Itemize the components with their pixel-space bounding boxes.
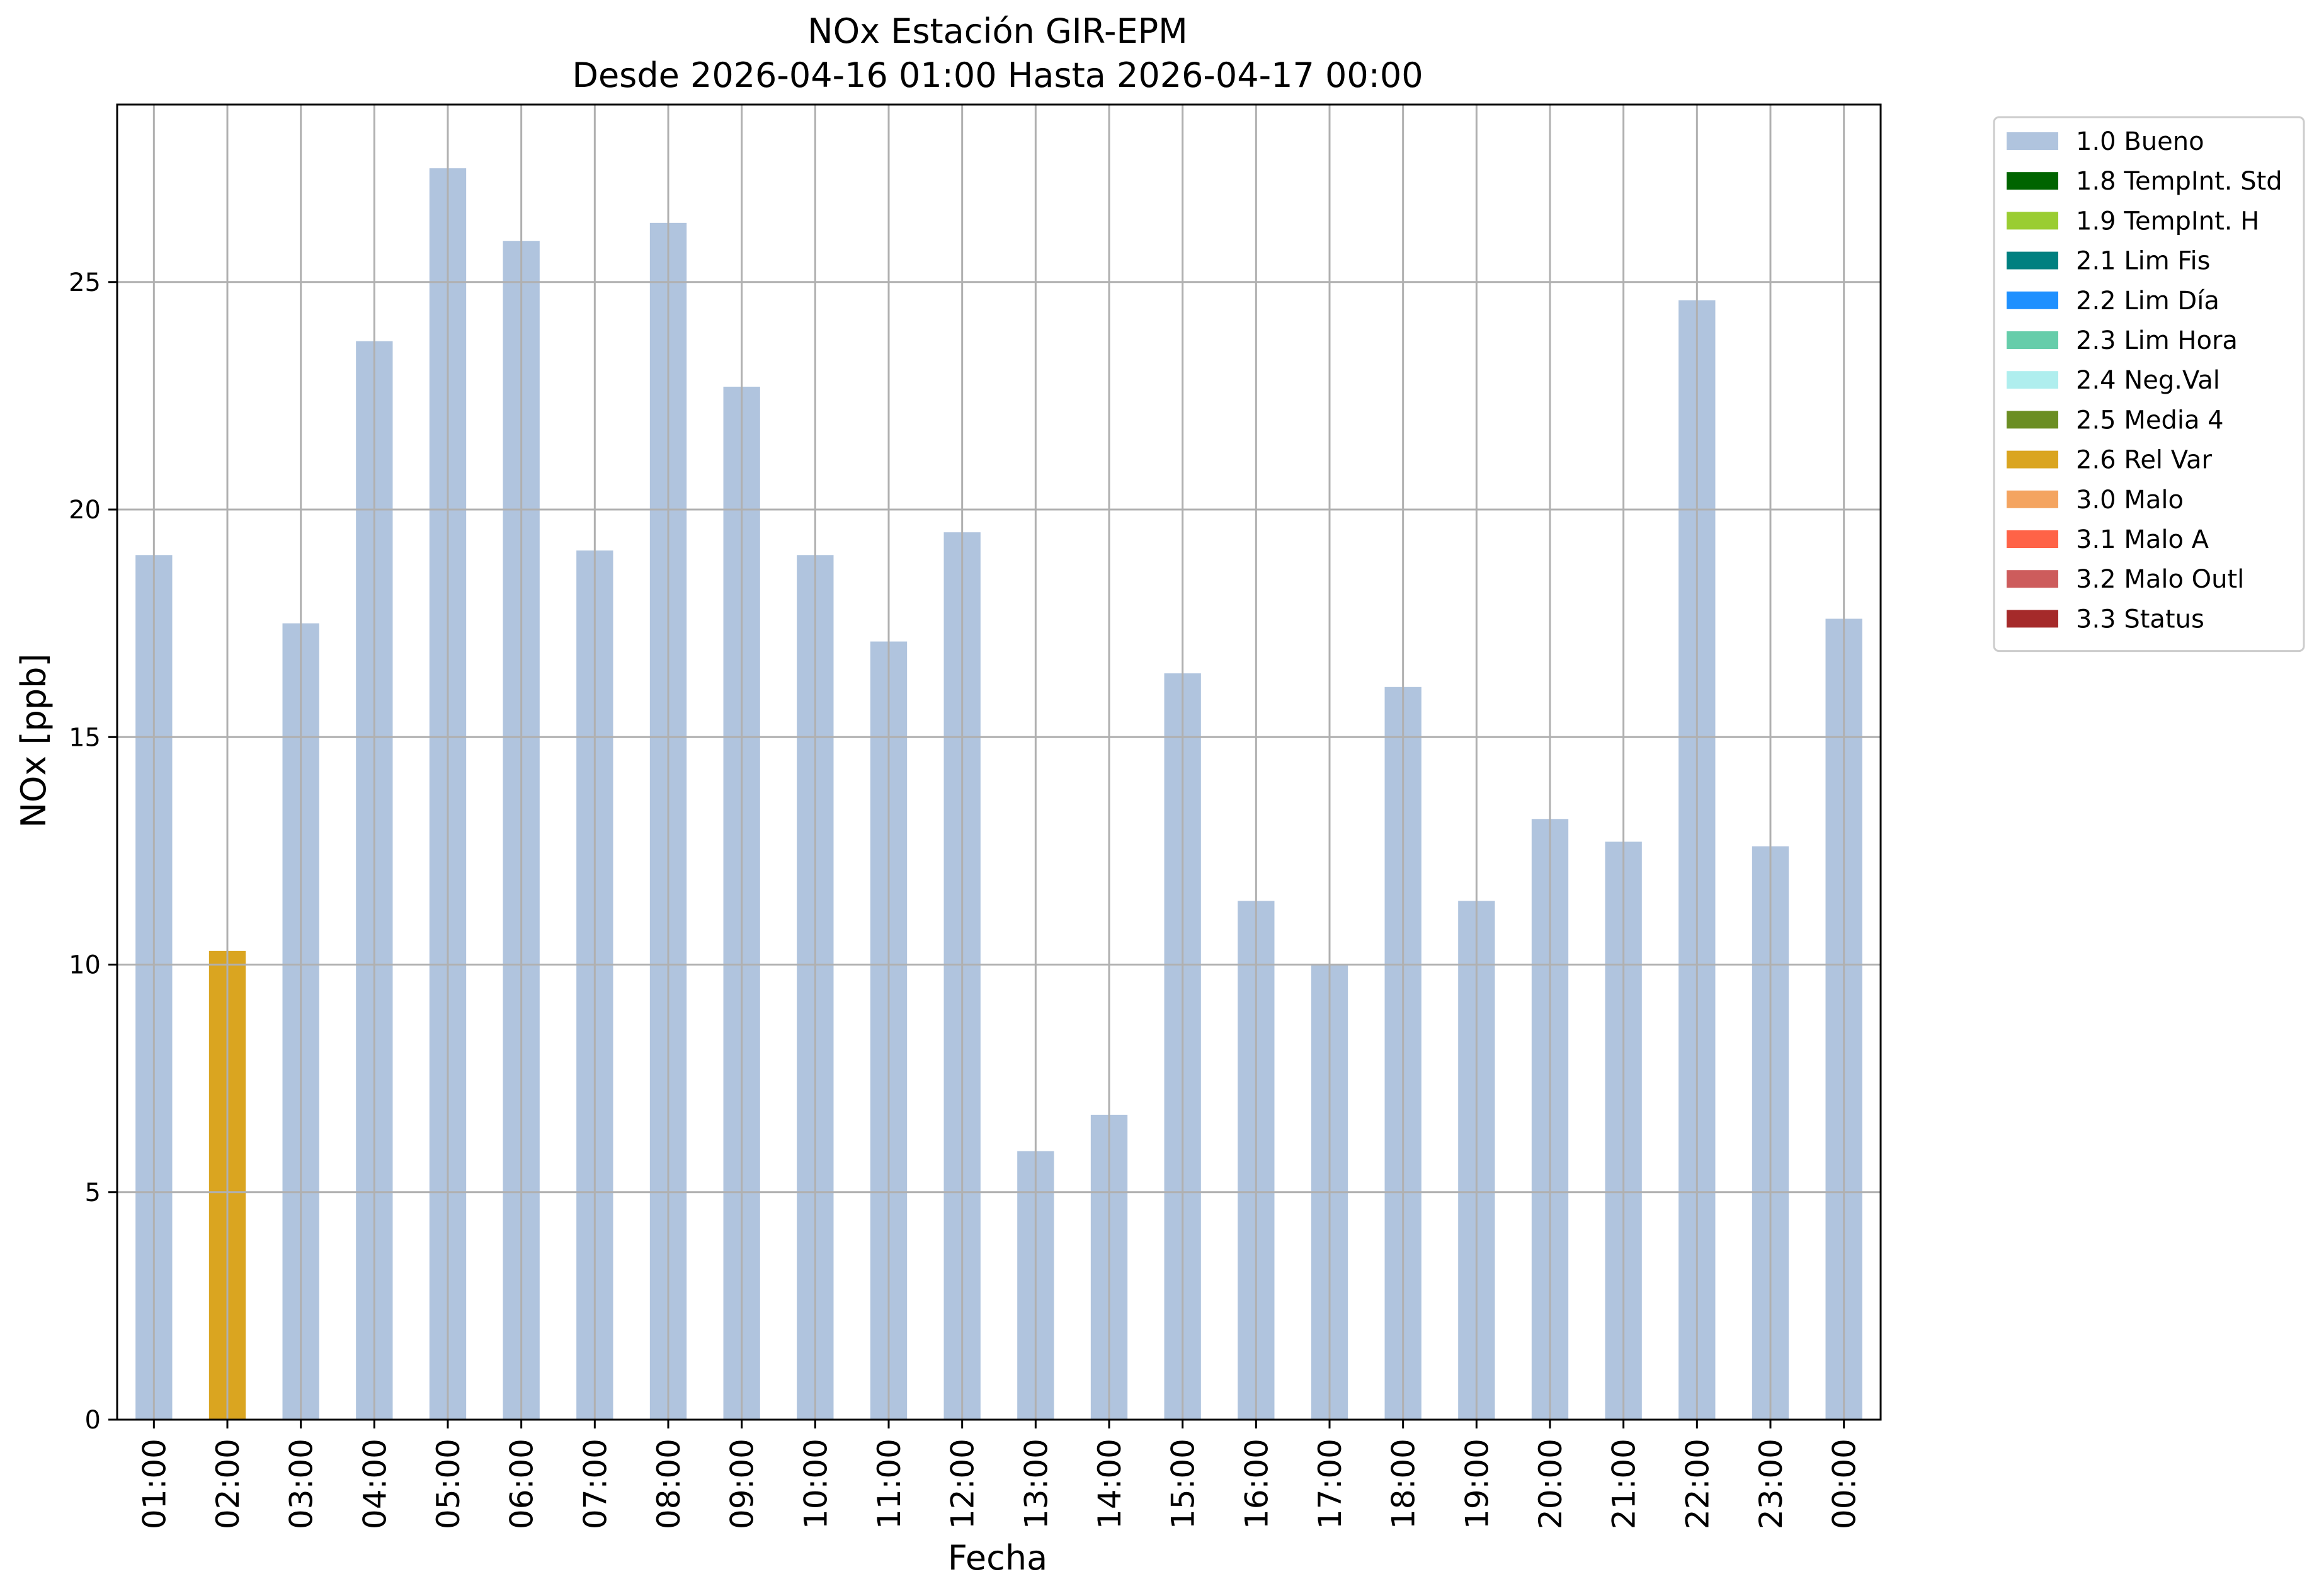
legend-swatch [2007,212,2058,230]
x-tick-label: 12:00 [945,1439,981,1529]
chart-subtitle: Desde 2026-04-16 01:00 Hasta 2026-04-17 … [572,55,1423,95]
legend-label: 2.6 Rel Var [2076,446,2213,475]
legend-swatch [2007,132,2058,150]
legend: 1.0 Bueno 1.8 TempInt. Std 1.9 TempInt. H 2… [1993,116,2305,653]
x-tick-label: 15:00 [1165,1439,1202,1529]
x-tick-label: 04:00 [356,1439,393,1529]
axes-frame [116,103,1882,1421]
legend-frame [1993,116,2305,653]
x-tick-label: 17:00 [1312,1439,1348,1529]
legend-label: 2.3 Lim Hora [2076,326,2238,355]
x-tick-label: 21:00 [1606,1439,1643,1529]
x-tick-label: 09:00 [724,1439,761,1529]
x-tick-label: 01:00 [136,1439,173,1529]
legend-label: 3.2 Malo Outl [2076,565,2244,594]
legend-label: 2.4 Neg.Val [2076,366,2220,395]
legend-swatch [2007,411,2058,429]
x-tick-label: 06:00 [504,1439,540,1529]
y-tick-label: 20 [69,496,101,525]
x-tick-label: 23:00 [1753,1439,1789,1529]
y-tick-label: 10 [69,951,101,980]
legend-swatch [2007,610,2058,628]
y-axis-label: NOx [ppb] [14,654,54,828]
x-tick-label: 08:00 [651,1439,687,1529]
x-tick-label: 22:00 [1679,1439,1716,1529]
x-tick-label: 03:00 [283,1439,320,1529]
x-tick-label: 05:00 [430,1439,467,1529]
x-tick-label: 07:00 [577,1439,613,1529]
x-tick-label: 10:00 [797,1439,834,1529]
y-tick-label: 0 [85,1406,101,1435]
legend-swatch [2007,570,2058,588]
legend-label: 2.2 Lim Día [2076,287,2219,316]
legend-label: 3.1 Malo A [2076,525,2209,554]
x-tick-label: 00:00 [1826,1439,1863,1529]
x-tick-label: 11:00 [871,1439,908,1529]
x-tick-label: 18:00 [1386,1439,1422,1529]
legend-swatch [2007,251,2058,270]
legend-label: 3.3 Status [2076,605,2204,634]
x-tick-label: 02:00 [210,1439,246,1529]
legend-swatch [2007,530,2058,548]
y-tick-label: 15 [69,723,101,752]
x-tick-label: 20:00 [1532,1439,1569,1529]
legend-label: 2.5 Media 4 [2076,406,2224,435]
legend-swatch [2007,450,2058,469]
legend-label: 1.8 TempInt. Std [2076,167,2282,196]
x-tick-label: 13:00 [1018,1439,1054,1529]
legend-swatch [2007,371,2058,389]
legend-swatch [2007,331,2058,349]
x-tick-label: 19:00 [1459,1439,1495,1529]
legend-label: 2.1 Lim Fis [2076,247,2210,276]
legend-label: 3.0 Malo [2076,486,2184,515]
y-tick-label: 5 [85,1178,101,1207]
x-tick-label: 16:00 [1238,1439,1275,1529]
x-tick-label: 14:00 [1091,1439,1128,1529]
legend-swatch [2007,490,2058,508]
x-axis-label: Fecha [948,1538,1047,1578]
legend-swatch [2007,291,2058,309]
legend-label: 1.9 TempInt. H [2076,207,2259,236]
legend-label: 1.0 Bueno [2076,127,2204,156]
chart-title: NOx Estación GIR-EPM [807,11,1188,51]
y-tick-label: 25 [69,268,101,297]
plot-area: 0 5 10 15 20 25 01:00 02:00 03:00 04:00 05:00 06:00… [69,103,1882,1529]
legend-swatch [2007,172,2058,190]
